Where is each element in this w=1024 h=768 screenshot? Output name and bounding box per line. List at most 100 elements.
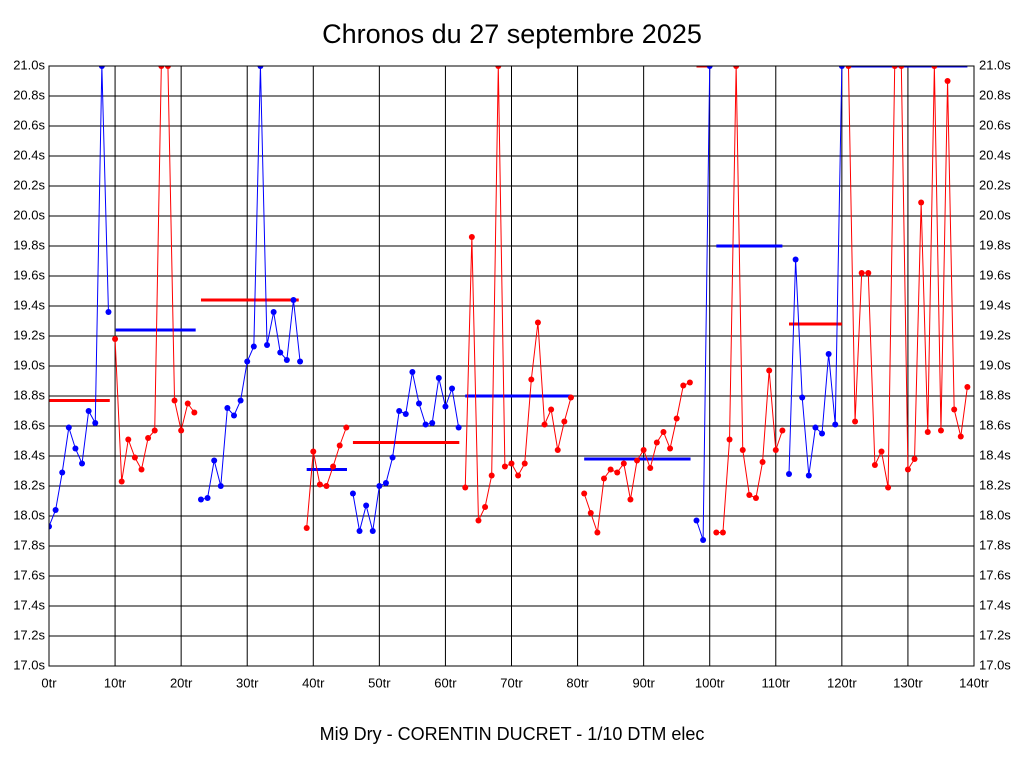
y-tick-label: 19.4s — [13, 297, 45, 312]
lap-point — [277, 349, 284, 356]
y-tick-label: 19.6s — [13, 267, 45, 282]
series-line — [114, 66, 195, 482]
y-tick-label: 19.0s — [13, 357, 45, 372]
lap-point — [601, 475, 607, 482]
chart-title: Chronos du 27 septembre 2025 — [322, 19, 702, 49]
lap-point — [468, 234, 475, 240]
lap-point — [323, 483, 330, 489]
lap-point — [918, 199, 925, 206]
lap-point — [52, 507, 59, 513]
lap-point — [627, 496, 634, 503]
x-tick-label: 120tr — [827, 675, 857, 690]
lap-point — [852, 418, 859, 425]
lap-point — [105, 309, 112, 315]
lap-point — [316, 481, 323, 488]
lap-point — [819, 430, 826, 437]
lap-point — [204, 495, 211, 501]
lap-point — [336, 442, 343, 449]
lap-point — [647, 465, 654, 471]
lap-point — [924, 429, 931, 435]
lap-point — [594, 529, 601, 536]
lap-point — [878, 448, 885, 455]
lap-point — [178, 427, 185, 434]
lap-point — [184, 400, 191, 407]
lap-point — [541, 421, 548, 428]
y-tick-label: 18.8s — [13, 387, 45, 402]
x-tick-label: 20tr — [170, 675, 193, 690]
lap-point — [402, 411, 409, 417]
lap-point — [79, 460, 86, 467]
lap-point — [871, 462, 878, 468]
x-tick-label: 100tr — [695, 675, 725, 690]
x-tick-label: 0tr — [41, 675, 57, 690]
lap-point — [812, 424, 819, 431]
x-tick-label: 140tr — [959, 675, 989, 690]
y2-tick-label: 19.4s — [979, 297, 1011, 312]
lap-point — [310, 448, 317, 455]
lap-point — [501, 463, 508, 470]
lap-point — [72, 445, 79, 452]
y2-tick-label: 17.4s — [979, 597, 1011, 612]
lap-point — [429, 420, 436, 426]
lap-point — [462, 484, 469, 491]
lap-point — [409, 369, 416, 375]
lap-point — [118, 478, 125, 485]
lap-point — [937, 427, 944, 434]
y2-tick-label: 20.2s — [979, 177, 1011, 192]
lap-point — [634, 457, 641, 464]
y-tick-label: 19.8s — [13, 237, 45, 252]
lap-point — [270, 309, 277, 315]
lap-point — [244, 358, 251, 365]
y2-tick-label: 19.2s — [979, 327, 1011, 342]
lap-point — [488, 472, 495, 479]
x-tick-label: 10tr — [104, 675, 127, 690]
lap-point — [673, 415, 680, 422]
x-tick-label: 90tr — [632, 675, 655, 690]
lap-point — [49, 523, 52, 530]
lap-point — [706, 66, 713, 69]
lap-point — [957, 433, 964, 440]
chart-footer: Mi9 Dry - CORENTIN DUCRET - 1/10 DTM ele… — [320, 724, 705, 744]
axis-labels: 17.0s 17.0s 17.2s 17.2s 17.4s 17.4s 17.6s 17.6s… — [13, 57, 1011, 690]
x-tick-label: 130tr — [893, 675, 923, 690]
lap-point — [515, 472, 522, 479]
lap-point — [746, 492, 753, 498]
y2-tick-label: 17.2s — [979, 627, 1011, 642]
lap-point — [667, 445, 674, 452]
y-tick-label: 17.4s — [13, 597, 45, 612]
y2-tick-label: 20.8s — [979, 87, 1011, 102]
lap-point — [693, 517, 700, 524]
y-tick-label: 19.2s — [13, 327, 45, 342]
lap-point — [904, 466, 911, 473]
lap-point — [369, 528, 376, 534]
lap-point — [422, 421, 429, 428]
lap-point — [964, 384, 971, 390]
y2-tick-label: 19.0s — [979, 357, 1011, 372]
lap-point — [733, 66, 740, 69]
lap-point — [131, 454, 138, 461]
lap-point — [297, 358, 304, 365]
lap-point — [607, 466, 614, 473]
lap-point — [726, 436, 733, 443]
y2-tick-label: 20.4s — [979, 147, 1011, 162]
lap-point — [217, 483, 224, 489]
lap-point — [719, 529, 726, 536]
lap-point — [389, 454, 396, 461]
lap-point — [85, 408, 92, 414]
lap-point — [792, 256, 799, 263]
lap-point — [250, 343, 257, 350]
x-tick-label: 30tr — [236, 675, 259, 690]
y2-tick-label: 20.6s — [979, 117, 1011, 132]
y-tick-label: 17.8s — [13, 537, 45, 552]
lap-point — [363, 502, 370, 509]
lap-point — [92, 420, 99, 426]
lap-point — [680, 382, 687, 389]
lap-point — [330, 463, 337, 470]
lap-point — [805, 472, 812, 479]
lap-point — [845, 66, 852, 69]
series-line — [716, 66, 783, 533]
lap-point — [587, 510, 594, 516]
y-tick-label: 20.8s — [13, 87, 45, 102]
y2-tick-label: 21.0s — [979, 57, 1011, 72]
